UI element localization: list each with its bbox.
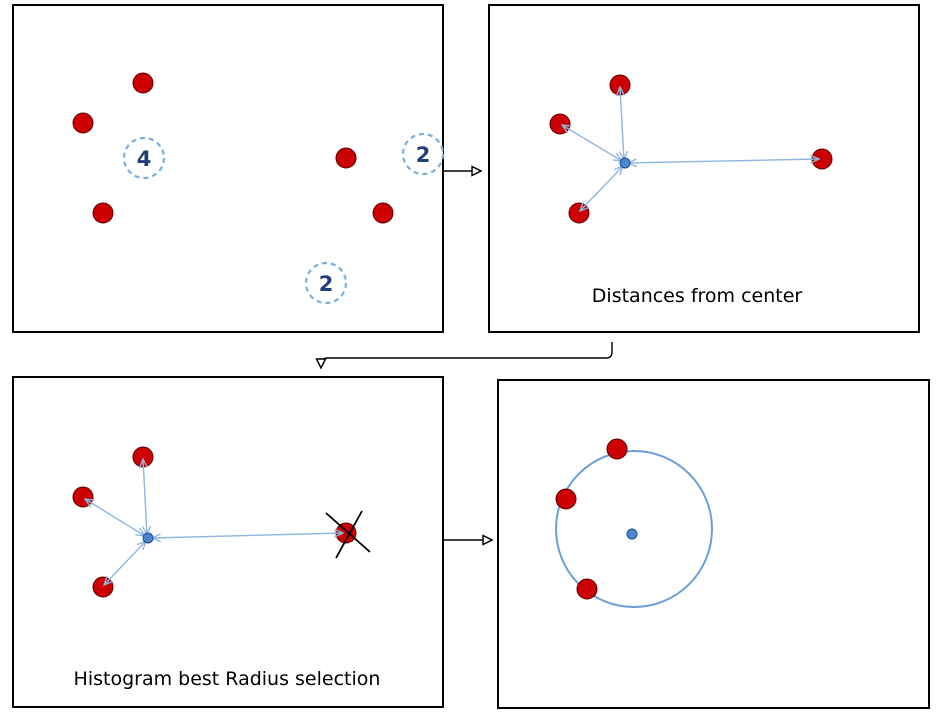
panel-distances-frame	[488, 4, 920, 333]
cluster-count-label: 2	[319, 272, 334, 296]
data-point	[92, 202, 114, 224]
cluster-count-label: 4	[137, 147, 152, 171]
cluster-count-3: 2	[304, 261, 348, 305]
cluster-count-2: 2	[401, 132, 445, 176]
flow-arrow-down	[321, 342, 613, 368]
center-point	[619, 157, 631, 169]
data-point	[372, 202, 394, 224]
fitted-radius-circle	[555, 450, 713, 608]
distance-arrow	[628, 159, 819, 163]
panel-final-circle	[497, 379, 930, 709]
panel-clusters-frame	[12, 4, 444, 333]
data-point	[335, 147, 357, 169]
distance-arrow	[580, 166, 623, 211]
panel-histogram-frame	[12, 376, 444, 708]
center-point	[142, 532, 154, 544]
reject-cross-icon	[325, 510, 371, 559]
data-point	[555, 488, 577, 510]
data-point	[132, 72, 154, 94]
data-point	[72, 112, 94, 134]
panel-caption: Distances from center	[592, 285, 803, 307]
distance-arrow	[104, 541, 146, 585]
center-point	[626, 528, 638, 540]
distance-arrow	[85, 499, 145, 536]
data-point	[576, 578, 598, 600]
panel-caption: Histogram best Radius selection	[74, 668, 381, 690]
cluster-count-1: 4	[122, 136, 166, 180]
data-point	[568, 202, 590, 224]
distance-arrow	[152, 533, 343, 538]
data-point	[92, 576, 114, 598]
data-point	[549, 113, 571, 135]
panel-final-frame	[497, 379, 930, 709]
data-point	[606, 438, 628, 460]
panel-clusters: 4 2 2	[12, 4, 445, 333]
cluster-count-label: 2	[416, 143, 431, 167]
distance-arrow	[562, 125, 622, 161]
panel-distances: Distances from center	[488, 4, 920, 333]
data-point	[72, 486, 94, 508]
panel-histogram: Histogram best Radius selection	[12, 376, 444, 708]
